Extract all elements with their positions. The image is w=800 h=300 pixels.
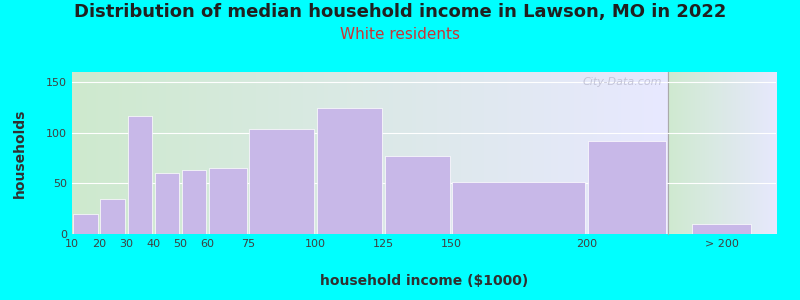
Text: White residents: White residents: [340, 27, 460, 42]
Bar: [453, 182, 585, 234]
Bar: [101, 199, 125, 234]
Bar: [250, 129, 314, 234]
Text: household income ($1000): household income ($1000): [320, 274, 528, 288]
Bar: [588, 141, 666, 234]
Bar: [385, 156, 450, 234]
Bar: [74, 214, 98, 234]
Bar: [182, 170, 206, 234]
Text: City-Data.com: City-Data.com: [582, 77, 662, 87]
Bar: [693, 224, 751, 234]
Bar: [209, 168, 246, 234]
Text: households: households: [13, 108, 27, 198]
Bar: [127, 116, 152, 234]
Text: Distribution of median household income in Lawson, MO in 2022: Distribution of median household income …: [74, 3, 726, 21]
Bar: [317, 109, 382, 234]
Bar: [154, 173, 179, 234]
